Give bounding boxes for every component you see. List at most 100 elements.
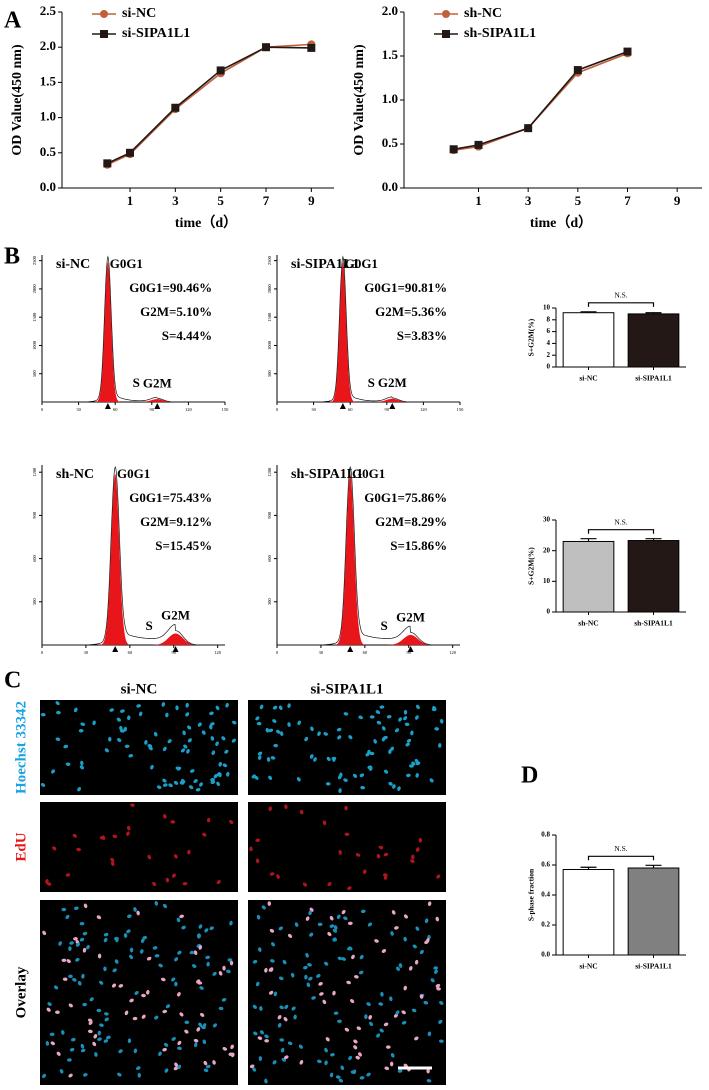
panel-label: A — [4, 8, 22, 34]
nucleus — [343, 712, 349, 716]
result-label: G2M=5.10% — [140, 304, 212, 319]
nucleus — [112, 968, 117, 973]
nucleus — [426, 1079, 432, 1083]
x-tick-label: 60 — [363, 650, 368, 655]
nucleus — [167, 739, 172, 744]
y-tick-label: 0.0 — [382, 179, 398, 194]
nucleus — [436, 874, 441, 879]
nucleus — [116, 717, 121, 722]
nucleus — [79, 937, 85, 942]
nucleus — [153, 731, 158, 737]
nucleus — [359, 773, 365, 778]
nucleus — [439, 1001, 444, 1005]
nucleus — [129, 954, 134, 960]
legend-label: si-SIPA1L1 — [122, 26, 190, 41]
nucleus — [255, 838, 261, 842]
chart-title: sh-SIPA1L1 — [291, 467, 363, 482]
nucleus — [172, 873, 176, 878]
row-label: Overlay — [13, 966, 29, 1018]
nucleus — [257, 1036, 263, 1040]
nucleus — [184, 1020, 190, 1025]
nucleus — [410, 730, 414, 736]
x-tick-label: sh-SIPA1L1 — [634, 619, 673, 628]
nucleus — [106, 1035, 111, 1040]
nucleus — [189, 769, 195, 773]
nucleus — [411, 1008, 417, 1013]
nucleus — [73, 906, 79, 911]
nucleus — [331, 756, 337, 761]
nucleus — [414, 1036, 419, 1041]
y-axis-label: S+G2M(%) — [527, 318, 536, 356]
g2m-peak — [368, 398, 416, 402]
nucleus — [216, 772, 221, 777]
nucleus — [390, 931, 394, 936]
x-tick-label: sh-NC — [578, 619, 598, 628]
nucleus — [256, 721, 262, 726]
nucleus — [226, 969, 231, 974]
nucleus — [118, 1049, 123, 1054]
nucleus — [209, 711, 214, 716]
nucleus — [163, 1042, 169, 1047]
result-label: G2M=8.29% — [375, 514, 447, 529]
nucleus — [278, 926, 283, 931]
nucleus — [174, 1062, 179, 1067]
nucleus — [197, 722, 202, 727]
nucleus — [293, 1014, 297, 1020]
nucleus — [210, 777, 215, 782]
x-tick-label: 0 — [41, 650, 44, 655]
nucleus — [269, 928, 275, 933]
y-tick-label: 1.0 — [40, 109, 56, 124]
nucleus — [146, 989, 150, 995]
nucleus — [390, 746, 395, 752]
nucleus — [412, 944, 417, 949]
nucleus — [308, 910, 312, 916]
nucleus — [259, 1006, 263, 1011]
result-label: S=15.86% — [390, 538, 447, 553]
nucleus — [327, 931, 332, 937]
nucleus — [177, 1046, 182, 1051]
nucleus — [249, 846, 253, 852]
chart-title: sh-NC — [56, 467, 94, 482]
nucleus — [210, 780, 216, 785]
nucleus — [203, 1068, 209, 1073]
nucleus — [362, 869, 367, 875]
nucleus — [175, 705, 179, 711]
nucleus — [287, 1041, 293, 1046]
marker — [307, 43, 316, 52]
nucleus — [337, 1019, 342, 1023]
nucleus — [141, 993, 146, 998]
nucleus — [186, 749, 190, 754]
nucleus — [185, 712, 190, 717]
nucleus — [104, 1012, 109, 1016]
nucleus — [383, 852, 389, 857]
result-label: G2M=9.12% — [140, 514, 212, 529]
nucleus — [278, 705, 283, 711]
nucleus — [206, 961, 210, 967]
nucleus — [111, 983, 117, 988]
nucleus — [147, 854, 152, 860]
y-tick-label: 500 — [267, 370, 272, 378]
nucleus — [284, 1055, 289, 1060]
gate-marker — [339, 403, 346, 409]
nucleus — [291, 1006, 296, 1011]
peak-label: S — [380, 618, 387, 633]
nucleus — [338, 850, 342, 855]
nucleus — [175, 766, 181, 771]
nucleus — [209, 724, 213, 730]
nucleus — [171, 1037, 176, 1041]
nucleus — [146, 956, 152, 961]
nucleus — [369, 1021, 374, 1027]
nucleus — [333, 925, 338, 930]
y-tick-label: 30 — [543, 516, 551, 524]
y-tick-label: 0.6 — [541, 861, 550, 869]
nucleus — [359, 954, 364, 960]
x-tick-label: 60 — [348, 407, 353, 412]
nucleus — [336, 727, 342, 732]
nucleus — [80, 1043, 85, 1049]
nucleus — [56, 1051, 61, 1056]
legend-marker — [442, 30, 450, 38]
bar — [562, 540, 615, 613]
x-tick-label: 9 — [308, 193, 315, 208]
nucleus — [99, 836, 105, 840]
micrograph — [40, 900, 238, 1085]
